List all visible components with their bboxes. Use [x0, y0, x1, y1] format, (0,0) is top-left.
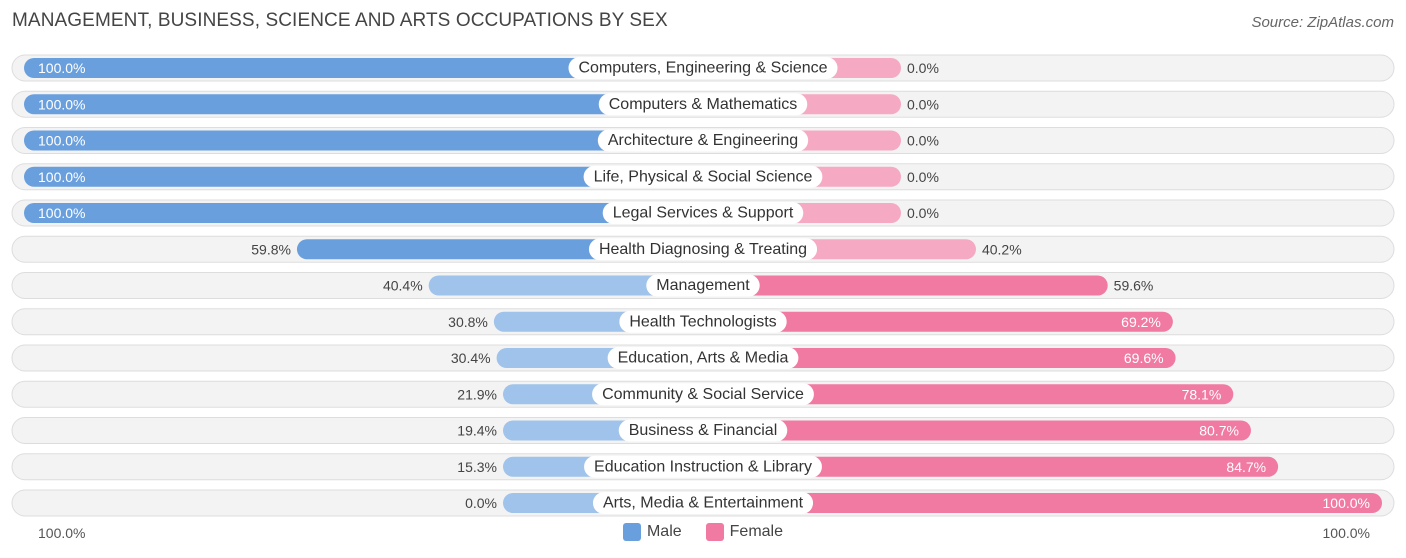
- male-bar: [24, 166, 703, 187]
- category-label-pill: [618, 419, 788, 442]
- category-label: Education, Arts & Media: [618, 350, 789, 367]
- female-value-label: 59.6%: [1114, 278, 1154, 294]
- category-label-pill: [602, 202, 804, 224]
- category-label: Business & Financial: [629, 422, 778, 439]
- legend-label-female: Female: [729, 523, 784, 540]
- category-label: Health Diagnosing & Treating: [599, 241, 807, 258]
- legend-swatch-female: [705, 523, 724, 541]
- diverging-bar-chart: 100.0% 0.0% Computers, Engineering & Scien…: [11, 54, 1395, 517]
- legend: Male Female: [0, 523, 1406, 541]
- category-label: Arts, Media & Entertainment: [603, 495, 804, 512]
- female-bar: [703, 348, 1176, 368]
- category-label: Community & Social Service: [602, 386, 804, 403]
- male-value-label: 30.4%: [451, 350, 491, 366]
- category-label-pill: [646, 274, 760, 297]
- category-label-pill: [568, 57, 838, 79]
- axis-left-label: 100.0%: [38, 525, 86, 541]
- category-label-pill: [592, 492, 814, 514]
- category-label: Architecture & Engineering: [608, 132, 798, 149]
- male-value-label: 100.0%: [38, 169, 85, 185]
- male-bar: [428, 275, 703, 296]
- category-label: Life, Physical & Social Science: [594, 168, 813, 185]
- female-value-label: 40.2%: [982, 241, 1022, 257]
- category-label-pill: [583, 165, 823, 188]
- male-bar: [24, 203, 703, 223]
- male-value-label: 15.3%: [457, 459, 497, 475]
- category-label-pill: [598, 93, 808, 116]
- female-bar: [703, 384, 1234, 405]
- female-value-label: 0.0%: [907, 205, 939, 221]
- axis-right-label: 100.0%: [1322, 525, 1370, 541]
- female-value-label: 84.7%: [1226, 459, 1266, 475]
- female-value-label: 80.7%: [1199, 423, 1239, 439]
- male-value-label: 100.0%: [38, 133, 85, 149]
- male-value-label: 21.9%: [457, 386, 497, 402]
- category-label: Computers & Mathematics: [609, 96, 798, 113]
- female-value-label: 0.0%: [907, 169, 939, 185]
- male-value-label: 100.0%: [38, 96, 85, 112]
- female-bar: [703, 420, 1251, 441]
- female-value-label: 0.0%: [907, 96, 939, 112]
- female-bar: [703, 311, 1173, 332]
- male-value-label: 30.8%: [448, 314, 488, 330]
- legend-item-male[interactable]: Male: [622, 523, 682, 541]
- category-label: Management: [656, 277, 750, 294]
- category-label-pill: [619, 310, 787, 333]
- category-label: Computers, Engineering & Science: [578, 60, 827, 77]
- female-value-label: 69.6%: [1124, 350, 1164, 366]
- male-value-label: 59.8%: [251, 241, 291, 257]
- female-value-label: 100.0%: [1323, 495, 1370, 511]
- legend-item-female[interactable]: Female: [705, 523, 784, 541]
- category-label-pill: [607, 347, 799, 369]
- male-bar: [24, 58, 703, 78]
- male-value-label: 0.0%: [465, 495, 497, 511]
- category-label-pill: [588, 238, 818, 261]
- source-label: Source: ZipAtlas.com: [1251, 14, 1394, 31]
- category-label-pill: [592, 383, 814, 406]
- category-label: Education Instruction & Library: [594, 458, 812, 475]
- category-label: Legal Services & Support: [613, 205, 794, 222]
- category-label-pill: [584, 455, 822, 478]
- female-value-label: 0.0%: [907, 133, 939, 149]
- male-bar: [24, 94, 703, 115]
- female-bar: [703, 456, 1279, 477]
- male-value-label: 100.0%: [38, 205, 85, 221]
- female-value-label: 0.0%: [907, 60, 939, 76]
- category-label: Health Technologists: [629, 313, 776, 330]
- female-bar: [703, 493, 1382, 513]
- female-value-label: 78.1%: [1182, 386, 1222, 402]
- male-bar: [24, 130, 703, 151]
- category-label-pill: [597, 129, 809, 152]
- chart-title: MANAGEMENT, BUSINESS, SCIENCE AND ARTS O…: [12, 10, 668, 31]
- female-bar: [703, 275, 1108, 296]
- legend-swatch-male: [622, 523, 641, 541]
- male-value-label: 100.0%: [38, 60, 85, 76]
- male-value-label: 40.4%: [383, 278, 423, 294]
- legend-label-male: Male: [646, 523, 682, 540]
- male-value-label: 19.4%: [457, 423, 497, 439]
- female-value-label: 69.2%: [1121, 314, 1161, 330]
